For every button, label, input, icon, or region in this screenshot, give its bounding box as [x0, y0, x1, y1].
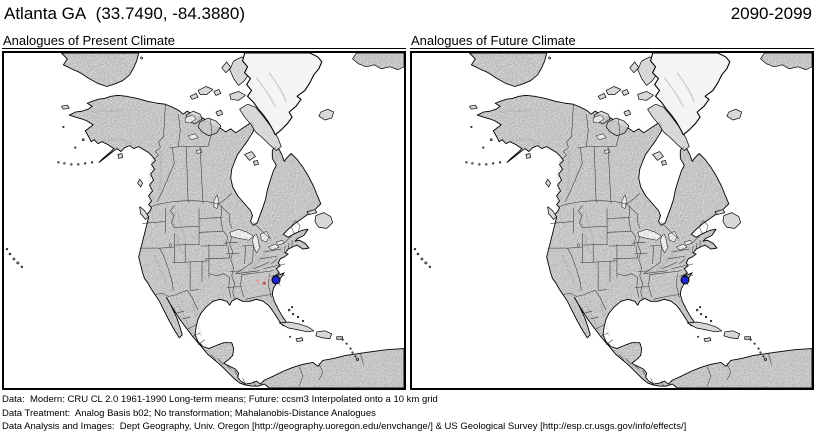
footer-line-treatment: Data Treatment: Analog Basis b02; No tra… — [2, 407, 376, 419]
panel-present-climate: Analogues of Present Climate — [2, 33, 406, 390]
panel-future-climate: Analogues of Future Climate — [410, 33, 814, 390]
analogue-location-marker — [262, 282, 266, 285]
panel-title-future: Analogues of Future Climate — [410, 33, 814, 49]
target-location-marker — [680, 275, 690, 285]
target-location-marker — [271, 275, 281, 285]
map-future — [410, 51, 814, 390]
period-label: 2090-2099 — [730, 4, 812, 23]
map-panels: Analogues of Present Climate Analogues o… — [0, 33, 816, 390]
north-america-map — [412, 53, 812, 388]
analogue-location-marker — [267, 277, 270, 280]
footer-line-data: Data: Modern: CRU CL 2.0 1961-1990 Long-… — [2, 394, 438, 405]
analogue-location-marker — [256, 279, 260, 283]
footer-credits: Data: Modern: CRU CL 2.0 1961-1990 Long-… — [0, 390, 816, 434]
north-america-map — [4, 53, 404, 388]
footer-line-analysis: Data Analysis and Images: Dept Geography… — [2, 421, 687, 432]
header: Atlanta GA (33.7490, -84.3880) 2090-2099 — [0, 0, 816, 28]
map-present — [2, 51, 406, 390]
panel-title-present: Analogues of Present Climate — [2, 33, 406, 49]
page-title: Atlanta GA (33.7490, -84.3880) — [4, 4, 245, 23]
